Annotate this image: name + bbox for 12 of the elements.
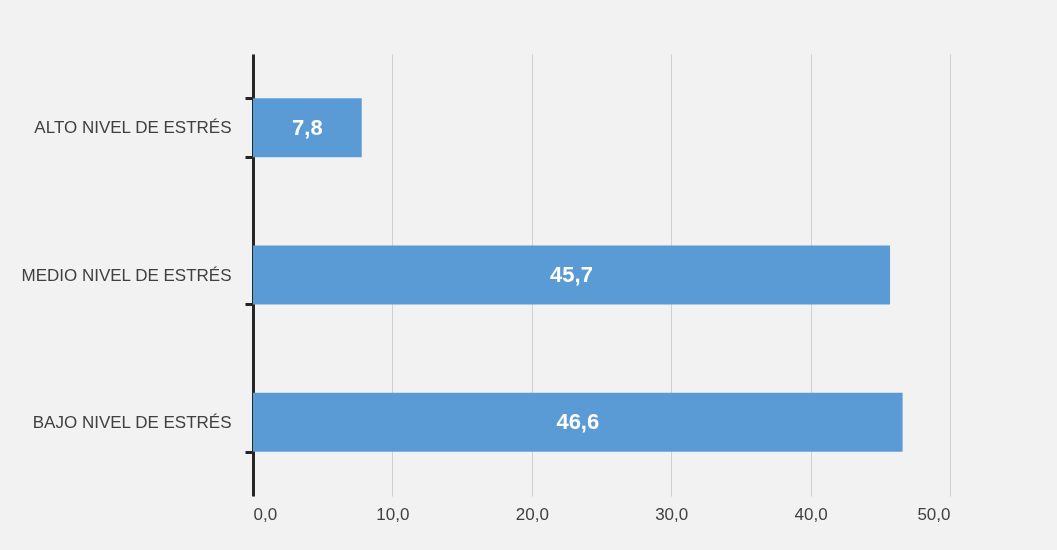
x-tick-label: 0,0	[253, 504, 278, 524]
data-label: 46,6	[556, 409, 600, 435]
y-tick-label: ALTO NIVEL DE ESTRÉS	[34, 118, 232, 138]
x-tick-label: 50,0	[917, 504, 951, 524]
data-label: 45,7	[550, 262, 593, 287]
x-tick-label: 30,0	[655, 504, 689, 524]
y-tick-label: BAJO NIVEL DE ESTRÉS	[32, 412, 232, 432]
x-tick-label: 40,0	[794, 504, 828, 524]
x-tick-label: 20,0	[515, 504, 549, 524]
data-label: 7,8	[292, 114, 323, 140]
y-tick-label: MEDIO NIVEL DE ESTRÉS	[21, 265, 232, 285]
x-tick-label: 10,0	[376, 504, 410, 524]
